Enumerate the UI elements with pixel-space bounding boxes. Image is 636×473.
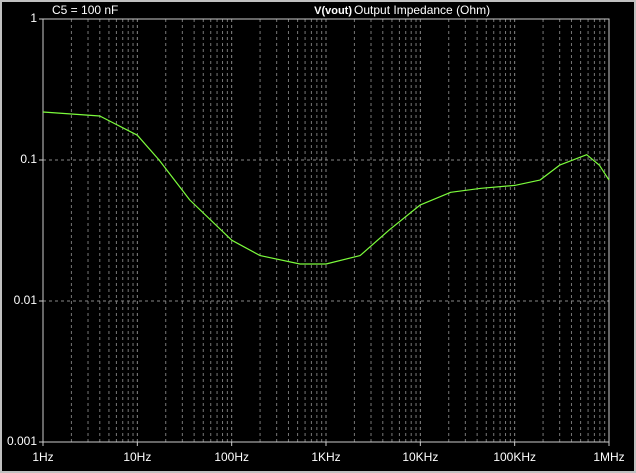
x-tick-label: 10KHz <box>402 450 438 464</box>
series-line <box>42 111 610 265</box>
x-tick-label: 100KHz <box>493 450 536 464</box>
x-tick-label: 1Hz <box>32 450 53 464</box>
legend-entry: V(vout) <box>314 5 352 17</box>
y-tick-label: 1 <box>30 11 37 25</box>
x-tick-label: 1KHz <box>311 450 340 464</box>
y-tick-label: 0.1 <box>20 152 37 166</box>
plot-frame <box>42 18 610 443</box>
x-tick-label: 100Hz <box>214 450 249 464</box>
step-annotation: C5 = 100 nF <box>52 3 118 17</box>
x-tick-label: 1MHz <box>593 450 624 464</box>
y-tick-label: 0.001 <box>7 434 37 448</box>
x-tick-label: 10Hz <box>123 450 151 464</box>
y-axis-label: Output Impedance (Ohm) <box>354 3 490 17</box>
y-tick-label: 0.01 <box>14 293 38 307</box>
